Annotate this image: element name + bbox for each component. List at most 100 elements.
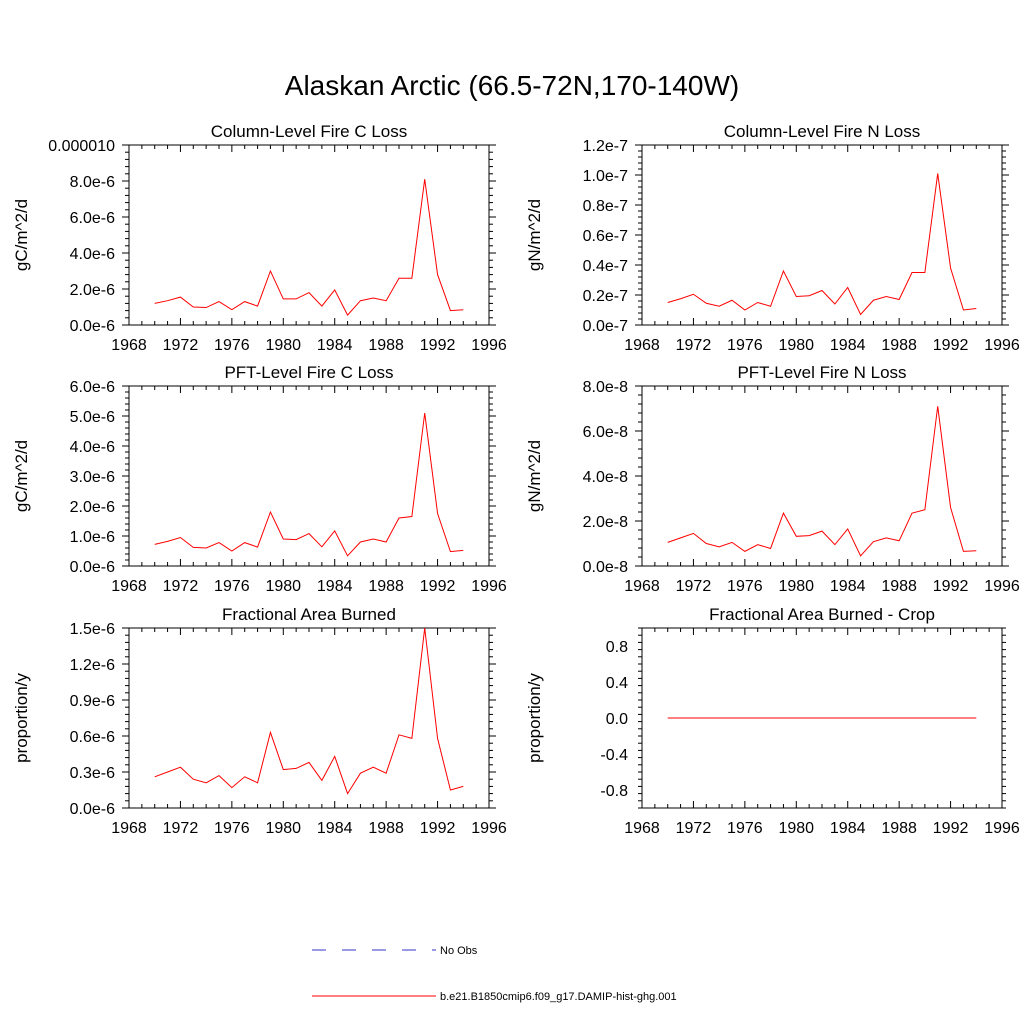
x-tick-label: 1992 <box>420 337 456 354</box>
y-tick-label: 6.0e-6 <box>70 379 115 396</box>
x-tick-label: 1992 <box>933 578 969 595</box>
panel-title: Column-Level Fire C Loss <box>211 122 408 141</box>
legend-label-1: No Obs <box>440 945 478 957</box>
x-tick-label: 1968 <box>624 578 660 595</box>
x-tick-label: 1984 <box>317 820 353 837</box>
series-line <box>667 173 977 316</box>
chart-panel-1: Column-Level Fire C Loss gC/m^2/d 1968 1972… <box>12 122 507 354</box>
y-tick-label: 0.4e-7 <box>583 258 628 275</box>
y-tick-label: 0.8 <box>606 639 628 656</box>
y-tick-label: 6.0e-6 <box>70 210 115 227</box>
x-tick-label: 1968 <box>111 820 147 837</box>
x-tick-label: 1972 <box>676 337 712 354</box>
y-axis-label: proportion/y <box>12 673 31 763</box>
series-line <box>154 412 464 557</box>
series-line <box>154 627 464 795</box>
y-tick-label: 4.0e-6 <box>70 246 115 263</box>
x-tick-label: 1996 <box>984 820 1020 837</box>
y-tick-label: 0.0e-6 <box>70 801 115 818</box>
chart-panel-6: Fractional Area Burned - Crop proportion/… <box>525 605 1020 837</box>
x-tick-label: 1988 <box>881 337 917 354</box>
x-tick-label: 1972 <box>163 820 199 837</box>
x-tick-label: 1972 <box>163 337 199 354</box>
legend-label-2: b.e21.B1850cmip6.f09_g17.DAMIP-hist-ghg.… <box>440 991 677 1003</box>
y-axis-label: gC/m^2/d <box>12 440 31 512</box>
chart-panel-5: Fractional Area Burned proportion/y 1968 19… <box>12 605 507 837</box>
x-tick-label: 1988 <box>881 578 917 595</box>
panel-title: Column-Level Fire N Loss <box>724 122 921 141</box>
x-tick-label: 1984 <box>830 337 866 354</box>
y-tick-label: 1.2e-7 <box>583 138 628 155</box>
x-tick-label: 1968 <box>624 337 660 354</box>
panel-title: Fractional Area Burned <box>222 605 396 624</box>
series-line <box>154 179 464 316</box>
series-line <box>667 406 977 557</box>
x-tick-label: 1984 <box>830 820 866 837</box>
y-axis-label: gN/m^2/d <box>525 199 544 271</box>
y-tick-label: 3.0e-6 <box>70 469 115 486</box>
y-tick-label: 5.0e-6 <box>70 409 115 426</box>
y-tick-label: 1.2e-6 <box>70 657 115 674</box>
x-tick-label: 1996 <box>984 337 1020 354</box>
x-tick-label: 1996 <box>984 578 1020 595</box>
y-tick-label: 6.0e-8 <box>583 424 628 441</box>
y-tick-label: 0.6e-7 <box>583 228 628 245</box>
plot-frame <box>128 144 490 326</box>
x-tick-label: 1976 <box>727 820 763 837</box>
y-tick-label: 4.0e-6 <box>70 439 115 456</box>
legend: No Obs b.e21.B1850cmip6.f09_g17.DAMIP-his… <box>312 945 677 1003</box>
y-tick-label: 0.4 <box>606 675 628 692</box>
x-tick-label: 1972 <box>163 578 199 595</box>
x-tick-label: 1992 <box>420 578 456 595</box>
y-tick-label: 0.6e-6 <box>70 729 115 746</box>
x-tick-label: 1988 <box>368 337 404 354</box>
x-tick-label: 1996 <box>471 578 507 595</box>
y-tick-label: 1.0e-6 <box>70 529 115 546</box>
x-tick-label: 1976 <box>727 578 763 595</box>
x-tick-label: 1984 <box>317 578 353 595</box>
y-tick-label: 2.0e-8 <box>583 514 628 531</box>
x-tick-label: 1980 <box>778 578 814 595</box>
y-axis-label: gN/m^2/d <box>525 440 544 512</box>
y-tick-label: 1.5e-6 <box>70 621 115 638</box>
y-tick-label: 2.0e-6 <box>70 499 115 516</box>
x-tick-label: 1968 <box>111 337 147 354</box>
x-tick-label: 1984 <box>317 337 353 354</box>
y-tick-label: 0.9e-6 <box>70 693 115 710</box>
plot-frame <box>641 144 1003 326</box>
x-tick-label: 1996 <box>471 337 507 354</box>
x-tick-label: 1980 <box>265 578 301 595</box>
x-tick-label: 1984 <box>830 578 866 595</box>
y-tick-label: 0.0e-6 <box>70 559 115 576</box>
x-tick-label: 1980 <box>778 337 814 354</box>
y-tick-label: 8.0e-6 <box>70 174 115 191</box>
x-tick-label: 1988 <box>368 820 404 837</box>
y-tick-label: 4.0e-8 <box>583 469 628 486</box>
y-tick-label: 0.0 <box>606 711 628 728</box>
panel-title: PFT-Level Fire C Loss <box>224 363 393 382</box>
x-tick-label: 1980 <box>265 820 301 837</box>
x-tick-label: 1988 <box>368 578 404 595</box>
y-axis-label: gC/m^2/d <box>12 199 31 271</box>
y-tick-label: 0.000010 <box>48 138 115 155</box>
x-tick-label: 1972 <box>676 578 712 595</box>
x-tick-label: 1992 <box>933 820 969 837</box>
x-tick-label: 1972 <box>676 820 712 837</box>
x-tick-label: 1980 <box>778 820 814 837</box>
chart-panel-4: PFT-Level Fire N Loss gN/m^2/d 1968 1972 197… <box>525 363 1020 595</box>
y-tick-label: -0.8 <box>600 783 628 800</box>
figure-title: Alaskan Arctic (66.5-72N,170-140W) <box>284 70 740 101</box>
x-tick-label: 1980 <box>265 337 301 354</box>
y-tick-label: 0.3e-6 <box>70 765 115 782</box>
y-tick-label: 0.0e-7 <box>583 318 628 335</box>
plot-frame <box>641 385 1003 567</box>
y-tick-label: 0.0e-6 <box>70 318 115 335</box>
y-tick-label: -0.4 <box>600 747 628 764</box>
x-tick-label: 1996 <box>471 820 507 837</box>
x-tick-label: 1992 <box>420 820 456 837</box>
x-tick-label: 1988 <box>881 820 917 837</box>
x-tick-label: 1976 <box>214 578 250 595</box>
panel-title: Fractional Area Burned - Crop <box>709 605 935 624</box>
